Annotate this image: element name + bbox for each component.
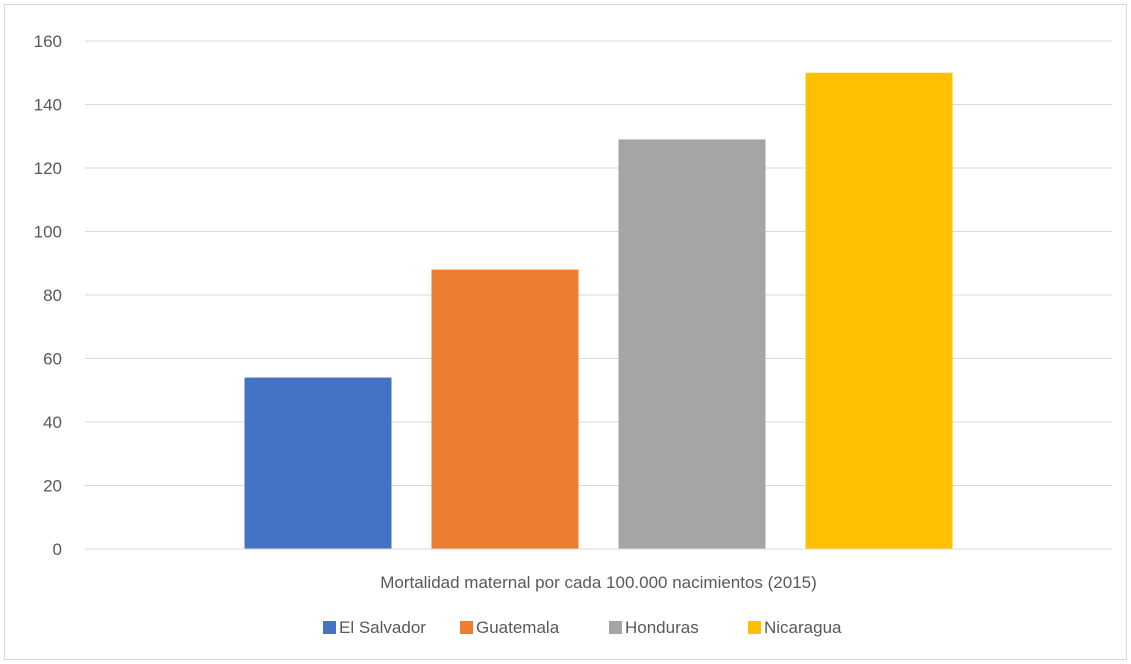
bar-nicaragua [805, 72, 953, 549]
y-tick-label: 0 [53, 540, 62, 559]
x-axis-label: Mortalidad maternal por cada 100.000 nac… [380, 573, 817, 592]
bars [244, 72, 953, 550]
legend-label: Honduras [625, 618, 699, 637]
bar-el-salvador [244, 377, 392, 549]
legend-swatch [323, 621, 336, 634]
y-tick-label: 140 [34, 96, 62, 115]
y-tick-label: 80 [43, 286, 62, 305]
bar-honduras [618, 139, 766, 550]
legend: El Salvador Guatemala Honduras Nicaragua [323, 618, 842, 637]
y-tick-label: 40 [43, 413, 62, 432]
y-tick-label: 120 [34, 159, 62, 178]
y-tick-label: 20 [43, 477, 62, 496]
y-axis-ticks: 0 20 40 60 80 100 120 140 160 [34, 32, 62, 559]
bar-guatemala [431, 269, 579, 549]
legend-label: El Salvador [339, 618, 426, 637]
y-tick-label: 60 [43, 350, 62, 369]
gridlines [85, 40, 1112, 486]
legend-label: Nicaragua [764, 618, 842, 637]
legend-label: Guatemala [476, 618, 560, 637]
legend-swatch [609, 621, 622, 634]
legend-swatch [460, 621, 473, 634]
legend-swatch [748, 621, 761, 634]
y-tick-label: 100 [34, 223, 62, 242]
y-tick-label: 160 [34, 32, 62, 51]
